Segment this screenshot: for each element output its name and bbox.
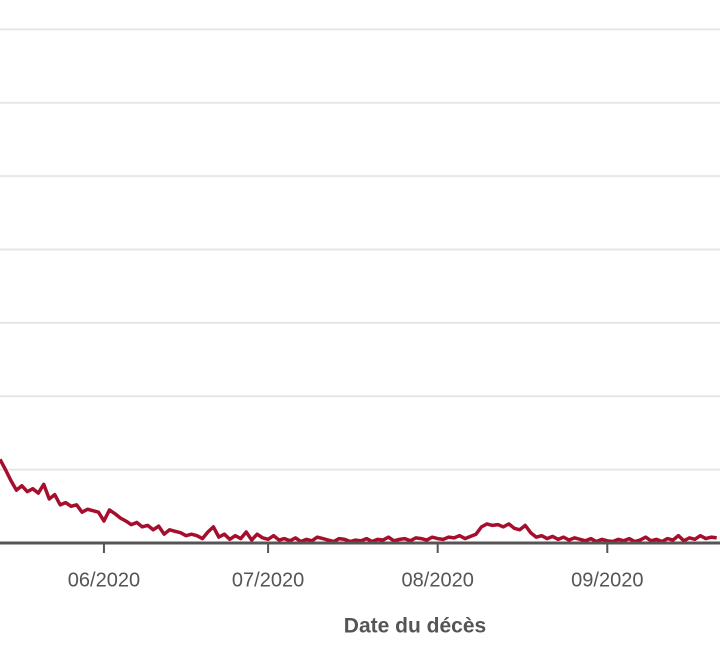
x-tick-label: 06/2020 [68,569,140,591]
x-axis-title: Date du décès [344,615,486,638]
x-tick-label: 08/2020 [402,569,474,591]
x-tick-label: 09/2020 [571,569,643,591]
data-line [0,458,717,544]
x-tick-label: 07/2020 [232,569,304,591]
